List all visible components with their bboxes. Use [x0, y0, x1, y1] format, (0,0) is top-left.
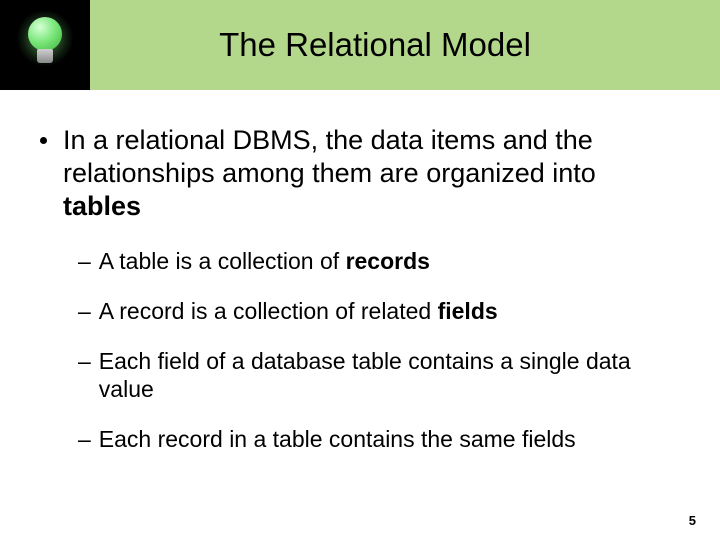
sub-bullet: – Each record in a table contains the sa… [78, 425, 680, 453]
dash-icon: – [78, 297, 91, 325]
page-number: 5 [689, 513, 696, 528]
dash-icon: – [78, 247, 91, 275]
dash-icon: – [78, 425, 91, 453]
dash-icon: – [78, 347, 91, 403]
main-bullet-bold: tables [63, 191, 141, 221]
sub-bullet-text: Each field of a database table contains … [99, 348, 631, 402]
sub-bullet-text: A table is a collection of [99, 248, 346, 274]
header-bar: The Relational Model [0, 0, 720, 90]
sub-bullet-bold: records [346, 248, 430, 274]
sub-bullet: – A record is a collection of related fi… [78, 297, 680, 325]
sub-bullet-bold: fields [438, 298, 498, 324]
lightbulb-icon-container [0, 0, 90, 90]
slide-content: In a relational DBMS, the data items and… [0, 90, 720, 453]
sub-bullet-text: Each record in a table contains the same… [99, 426, 576, 452]
main-bullet-text: In a relational DBMS, the data items and… [63, 125, 596, 188]
sub-bullet: – A table is a collection of records [78, 247, 680, 275]
slide-title: The Relational Model [90, 26, 720, 64]
sub-bullet: – Each field of a database table contain… [78, 347, 680, 403]
lightbulb-icon [20, 15, 70, 75]
main-bullet: In a relational DBMS, the data items and… [40, 124, 680, 223]
sub-bullet-list: – A table is a collection of records – A… [40, 247, 680, 453]
sub-bullet-text: A record is a collection of related [99, 298, 438, 324]
bullet-dot [40, 137, 47, 144]
